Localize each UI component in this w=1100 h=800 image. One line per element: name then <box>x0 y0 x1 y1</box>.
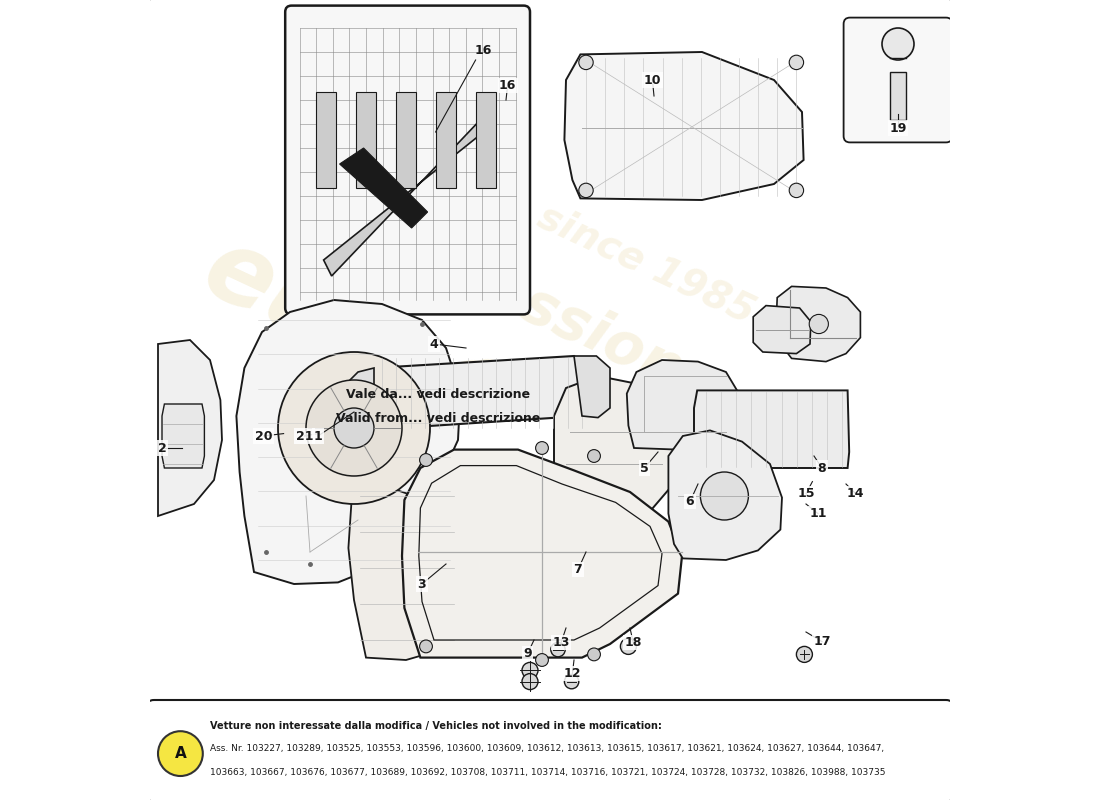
Text: 3: 3 <box>418 578 427 590</box>
FancyBboxPatch shape <box>146 700 954 800</box>
Bar <box>355 92 375 188</box>
Circle shape <box>579 183 593 198</box>
Circle shape <box>536 442 549 454</box>
Text: 1: 1 <box>314 430 322 442</box>
Circle shape <box>620 638 637 654</box>
Circle shape <box>522 662 538 678</box>
Text: passion: passion <box>440 241 692 399</box>
Polygon shape <box>349 480 462 660</box>
Polygon shape <box>627 360 738 450</box>
Circle shape <box>419 454 432 466</box>
Circle shape <box>882 28 914 60</box>
Text: 6: 6 <box>685 495 694 508</box>
Text: 17: 17 <box>813 635 830 648</box>
Polygon shape <box>564 52 804 200</box>
Polygon shape <box>554 376 674 528</box>
Circle shape <box>789 55 804 70</box>
Circle shape <box>419 640 432 653</box>
Polygon shape <box>402 450 682 658</box>
Circle shape <box>334 408 374 448</box>
Text: 2: 2 <box>157 442 166 454</box>
Text: eur: eur <box>188 220 400 388</box>
Text: 13: 13 <box>552 636 570 649</box>
Circle shape <box>536 654 549 666</box>
Circle shape <box>522 674 538 690</box>
Polygon shape <box>236 300 461 584</box>
Text: A: A <box>175 746 186 761</box>
Text: 21: 21 <box>296 430 314 442</box>
Polygon shape <box>694 390 849 468</box>
Polygon shape <box>574 356 611 418</box>
Circle shape <box>796 646 813 662</box>
Polygon shape <box>162 404 205 468</box>
Text: 18: 18 <box>625 636 642 649</box>
Text: 14: 14 <box>847 487 865 500</box>
Text: Ass. Nr. 103227, 103289, 103525, 103553, 103596, 103600, 103609, 103612, 103613,: Ass. Nr. 103227, 103289, 103525, 103553,… <box>210 743 884 753</box>
Polygon shape <box>669 430 782 560</box>
Text: 20: 20 <box>255 430 273 442</box>
Circle shape <box>158 731 202 776</box>
Bar <box>316 92 336 188</box>
Text: 19: 19 <box>889 122 906 134</box>
Polygon shape <box>340 148 428 228</box>
Text: ope: ope <box>292 272 521 448</box>
Circle shape <box>564 674 579 689</box>
Circle shape <box>701 472 748 520</box>
Polygon shape <box>323 108 492 276</box>
Text: 4: 4 <box>430 338 439 350</box>
Polygon shape <box>346 368 374 430</box>
Circle shape <box>789 183 804 198</box>
Circle shape <box>587 450 601 462</box>
Bar <box>475 92 496 188</box>
Circle shape <box>551 642 565 657</box>
Text: 12: 12 <box>563 667 581 680</box>
Text: 16: 16 <box>474 44 492 57</box>
Polygon shape <box>158 340 222 516</box>
Circle shape <box>587 648 601 661</box>
Circle shape <box>810 314 828 334</box>
Circle shape <box>306 380 402 476</box>
Bar <box>890 72 906 120</box>
Text: 10: 10 <box>644 74 661 86</box>
Polygon shape <box>754 306 811 354</box>
Text: 9: 9 <box>524 647 532 660</box>
Text: s: s <box>443 334 528 434</box>
Text: Vetture non interessate dalla modifica / Vehicles not involved in the modificati: Vetture non interessate dalla modifica /… <box>210 721 662 730</box>
Polygon shape <box>776 286 860 362</box>
Text: 7: 7 <box>573 563 582 576</box>
Text: 15: 15 <box>798 487 815 500</box>
Text: 5: 5 <box>640 462 649 474</box>
Bar <box>396 92 416 188</box>
FancyBboxPatch shape <box>844 18 953 142</box>
Text: Vale da... vedi descrizione: Vale da... vedi descrizione <box>345 388 530 401</box>
Polygon shape <box>360 356 596 430</box>
Text: since 1985: since 1985 <box>531 197 760 331</box>
Text: 103663, 103667, 103676, 103677, 103689, 103692, 103708, 103711, 103714, 103716, : 103663, 103667, 103676, 103677, 103689, … <box>210 767 886 777</box>
FancyBboxPatch shape <box>285 6 530 314</box>
Text: 16: 16 <box>499 79 516 92</box>
Text: Valid from... vedi descrizione: Valid from... vedi descrizione <box>336 412 540 425</box>
Circle shape <box>579 55 593 70</box>
Text: 11: 11 <box>810 507 827 520</box>
Bar <box>436 92 455 188</box>
Circle shape <box>278 352 430 504</box>
Text: 8: 8 <box>817 462 826 474</box>
